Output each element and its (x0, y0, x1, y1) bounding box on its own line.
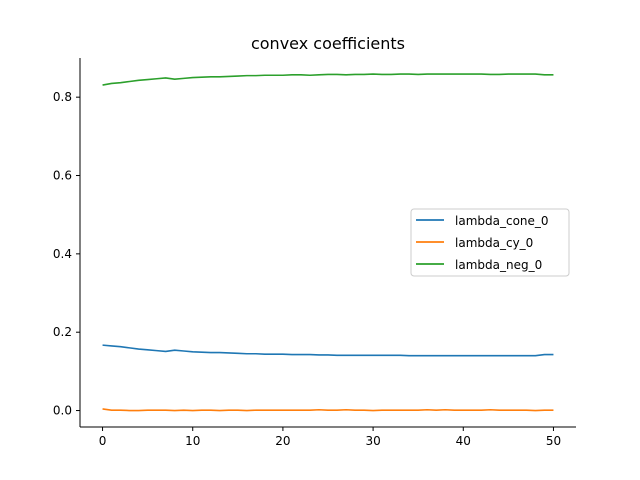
legend-label: lambda_cy_0 (455, 236, 533, 250)
x-tick-label: 0 (99, 434, 107, 448)
y-tick-label: 0.0 (53, 404, 72, 418)
x-tick-label: 30 (365, 434, 380, 448)
y-tick-label: 0.4 (53, 247, 72, 261)
series-line-lambda-cone-0 (102, 344, 554, 357)
legend-label: lambda_cone_0 (455, 214, 549, 228)
y-tick-label: 0.8 (53, 90, 72, 104)
legend-frame (410, 208, 570, 277)
chart-title: convex coefficients (251, 34, 405, 53)
axis-ticks: 0 10 20 30 40 50 0.0 0.2 0.4 0.6 0.8 (53, 90, 561, 448)
legend: lambda_cone_0 lambda_cy_0 lambda_neg_0 (410, 208, 570, 277)
plot-area (102, 73, 554, 412)
x-tick-label: 50 (546, 434, 561, 448)
x-tick-label: 20 (275, 434, 290, 448)
x-tick-label: 40 (456, 434, 471, 448)
y-tick-label: 0.6 (53, 169, 72, 183)
series-line-lambda-neg-0 (102, 73, 554, 86)
x-tick-label: 10 (185, 434, 200, 448)
legend-label: lambda_neg_0 (455, 258, 542, 272)
series-line-lambda-cy-0 (102, 408, 554, 412)
y-tick-label: 0.2 (53, 325, 72, 339)
